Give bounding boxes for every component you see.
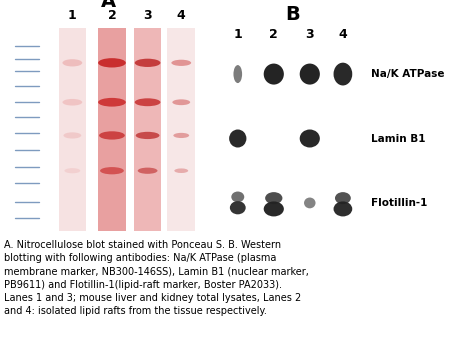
Ellipse shape: [136, 132, 159, 139]
Text: 2: 2: [108, 9, 117, 22]
Ellipse shape: [234, 65, 242, 83]
Ellipse shape: [300, 130, 320, 147]
Text: 1: 1: [234, 28, 242, 41]
Text: A. Nitrocellulose blot stained with Ponceau S. B. Western
blotting with followin: A. Nitrocellulose blot stained with Ponc…: [4, 240, 310, 316]
Ellipse shape: [230, 201, 246, 214]
Ellipse shape: [138, 167, 157, 174]
Text: 3: 3: [143, 9, 152, 22]
Ellipse shape: [174, 169, 188, 173]
Text: B: B: [285, 5, 300, 24]
Text: Na/K ATPase: Na/K ATPase: [371, 69, 445, 79]
Bar: [134, 28, 162, 231]
Text: 1: 1: [68, 9, 77, 22]
Ellipse shape: [264, 201, 284, 217]
Text: Lamin B1: Lamin B1: [371, 134, 426, 143]
Ellipse shape: [98, 98, 126, 107]
Ellipse shape: [100, 167, 124, 174]
Text: A: A: [100, 0, 116, 11]
Ellipse shape: [63, 59, 82, 67]
Ellipse shape: [171, 60, 191, 66]
Text: 4: 4: [338, 28, 347, 41]
Text: 4: 4: [177, 9, 186, 22]
Text: 3: 3: [306, 28, 314, 41]
Text: 2: 2: [270, 28, 278, 41]
Ellipse shape: [99, 131, 125, 140]
Ellipse shape: [172, 99, 190, 105]
Ellipse shape: [300, 64, 320, 84]
Ellipse shape: [264, 64, 284, 84]
Ellipse shape: [64, 168, 80, 173]
Ellipse shape: [304, 198, 315, 208]
Ellipse shape: [63, 99, 82, 106]
Ellipse shape: [98, 58, 126, 67]
Bar: [58, 28, 86, 231]
Ellipse shape: [229, 130, 247, 147]
Ellipse shape: [265, 192, 283, 204]
Ellipse shape: [333, 63, 352, 86]
Ellipse shape: [333, 201, 352, 217]
Ellipse shape: [135, 59, 161, 67]
Ellipse shape: [335, 192, 351, 204]
Bar: [98, 28, 126, 231]
Ellipse shape: [231, 191, 244, 202]
Ellipse shape: [173, 133, 189, 138]
Bar: [167, 28, 195, 231]
Text: Flotillin-1: Flotillin-1: [371, 198, 428, 208]
Ellipse shape: [135, 98, 161, 106]
Ellipse shape: [63, 132, 81, 139]
